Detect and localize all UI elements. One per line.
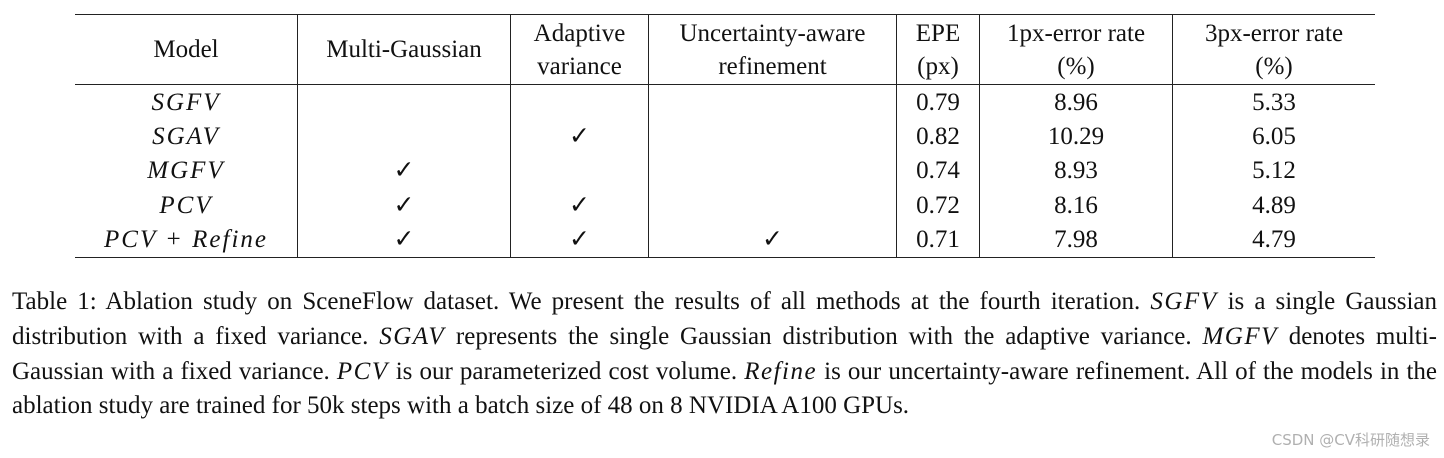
cell-model: PCV xyxy=(75,188,298,223)
header-multi-gaussian: Multi-Gaussian xyxy=(297,14,511,85)
table-row: PCV ✓ ✓ 0.72 8.16 4.89 xyxy=(75,188,1375,223)
header-1px-line1: 1px-error rate xyxy=(1006,19,1146,47)
header-epe-line1: EPE xyxy=(915,19,961,47)
cell-multi-gaussian xyxy=(297,119,511,154)
header-uncertainty-line1: Uncertainty-aware xyxy=(679,19,866,47)
header-1px-line2: (%) xyxy=(1057,52,1095,80)
cell-1px-error: 8.93 xyxy=(979,153,1173,189)
cell-epe: 0.82 xyxy=(896,119,980,154)
header-uncertainty-refinement: Uncertainty-aware refinement xyxy=(648,14,897,85)
cell-refine xyxy=(648,84,897,120)
caption-text: is our uncertainty-aware refinement. All… xyxy=(12,357,1438,420)
cell-multi-gaussian xyxy=(297,84,511,120)
table-header-row: Model Multi-Gaussian Adaptive variance U… xyxy=(75,14,1375,85)
table-row: MGFV ✓ 0.74 8.93 5.12 xyxy=(75,153,1375,189)
cell-1px-error: 7.98 xyxy=(979,222,1173,258)
cell-model: SGAV xyxy=(75,119,298,154)
cell-3px-error: 6.05 xyxy=(1252,122,1296,150)
caption-text: is a single Gaussian distribution with a… xyxy=(12,288,1438,350)
cell-multi-gaussian: ✓ xyxy=(297,153,511,189)
header-uncertainty-line2: refinement xyxy=(718,52,827,80)
header-3px-line2: (%) xyxy=(1255,52,1293,80)
caption-math-sgfv: SGFV xyxy=(1150,288,1218,315)
cell-adaptive xyxy=(510,153,649,189)
cell-model: PCV + Refine xyxy=(75,222,298,258)
caption-math-mgfv: MGFV xyxy=(1202,322,1278,350)
cell-model: MGFV xyxy=(75,153,298,189)
header-3px-line1: 3px-error rate xyxy=(1204,19,1344,47)
header-adaptive-variance: Adaptive variance xyxy=(510,14,649,85)
cell-adaptive xyxy=(510,84,649,120)
cell-epe: 0.79 xyxy=(896,84,980,120)
header-adaptive-line2: variance xyxy=(537,52,622,80)
ablation-table: Model Multi-Gaussian Adaptive variance U… xyxy=(75,14,1375,258)
cell-3px-error: 5.33 xyxy=(1252,88,1296,116)
watermark: CSDN @CV科研随想录 xyxy=(1271,431,1430,449)
cell-3px-error: 4.89 xyxy=(1252,192,1296,220)
cell-3px-error: 4.79 xyxy=(1252,226,1296,254)
cell-1px-error: 8.16 xyxy=(979,188,1173,223)
cell-epe: 0.72 xyxy=(896,188,980,223)
cell-refine xyxy=(648,119,897,154)
cell-refine: ✓ xyxy=(648,222,897,258)
cell-model: SGFV xyxy=(75,84,298,120)
cell-multi-gaussian: ✓ xyxy=(297,188,511,223)
table-row: SGFV 0.79 8.96 5.33 xyxy=(75,84,1375,120)
caption-math-pcv: PCV xyxy=(336,357,389,385)
cell-refine xyxy=(648,188,897,223)
caption-math-sgav: SGAV xyxy=(379,322,446,350)
caption-text: is our parameterized cost volume. xyxy=(388,357,745,385)
cell-epe: 0.74 xyxy=(896,153,980,189)
cell-refine xyxy=(648,153,897,189)
cell-adaptive: ✓ xyxy=(510,188,649,223)
caption-math-refine: Refine xyxy=(744,357,818,385)
caption-text: Table 1: Ablation study on SceneFlow dat… xyxy=(12,288,1151,315)
cell-3px-error: 5.12 xyxy=(1252,157,1296,185)
table-row: SGAV ✓ 0.82 10.29 6.05 xyxy=(75,119,1375,154)
cell-adaptive: ✓ xyxy=(510,119,649,154)
header-epe: EPE (px) xyxy=(896,14,980,85)
header-epe-line2: (px) xyxy=(917,52,959,80)
table-row: PCV + Refine ✓ ✓ ✓ 0.71 7.98 4.79 xyxy=(75,222,1375,258)
table-caption: Table 1: Ablation study on SceneFlow dat… xyxy=(12,285,1437,424)
header-model: Model xyxy=(75,14,298,85)
header-1px-error: 1px-error rate (%) xyxy=(979,14,1173,85)
caption-text: represents the single Gaussian distribut… xyxy=(445,322,1203,350)
cell-adaptive: ✓ xyxy=(510,222,649,258)
header-adaptive-line1: Adaptive xyxy=(533,19,626,47)
cell-1px-error: 10.29 xyxy=(979,119,1173,154)
caption-text: denotes multi-Gaussian with a fixed vari… xyxy=(12,322,1437,385)
header-3px-error: 3px-error rate (%) xyxy=(1172,14,1375,85)
cell-multi-gaussian: ✓ xyxy=(297,222,511,258)
cell-1px-error: 8.96 xyxy=(979,84,1173,120)
cell-epe: 0.71 xyxy=(896,222,980,258)
